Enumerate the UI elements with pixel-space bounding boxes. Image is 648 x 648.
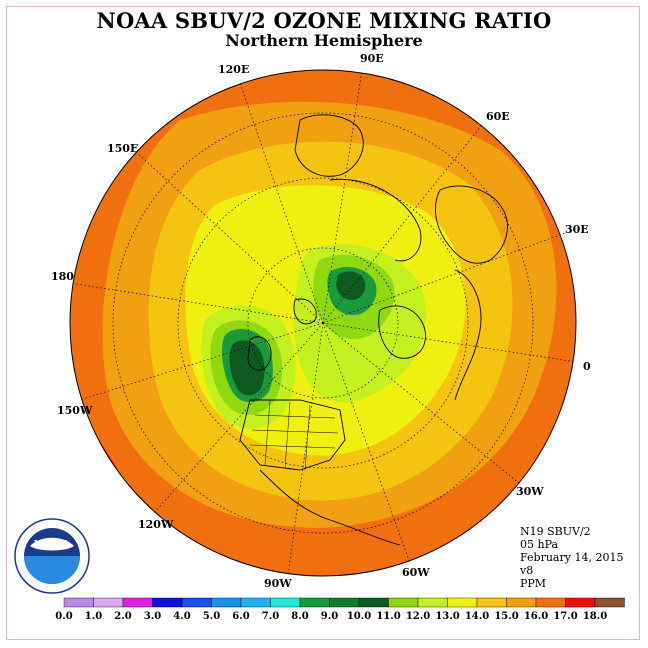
colorbar-swatch: [63, 597, 94, 608]
colorbar-tick-label: 2.0: [114, 611, 131, 622]
colorbar-swatch: [181, 597, 212, 608]
colorbar-tick-label: 13.0: [435, 611, 459, 622]
colorbar-tick-label: 11.0: [376, 611, 400, 622]
state-borders: [249, 399, 339, 471]
lon-label: 60W: [402, 566, 430, 579]
colorbar-tick-label: 17.0: [553, 611, 577, 622]
lon-label: 120E: [218, 63, 249, 76]
svg-text:NOAA: NOAA: [34, 538, 71, 551]
lon-label: 150E: [107, 142, 138, 155]
colorbar-tick-label: 14.0: [465, 611, 489, 622]
version-label: v8: [520, 564, 534, 577]
colorbar-swatch: [447, 597, 478, 608]
colorbar: 0.0 1.0 2.0 3.0 4.0 5.0 6.0 7.0 8.0 9.0 10.0 11.0 12…: [55, 597, 625, 622]
colorbar-tick-label: 15.0: [494, 611, 518, 622]
lon-label: 180: [51, 270, 74, 283]
colorbar-swatch: [240, 597, 271, 608]
lon-label: 0: [583, 360, 591, 373]
ozone-field: [70, 70, 576, 576]
colorbar-swatch: [506, 597, 537, 608]
colorbar-swatch: [565, 597, 596, 608]
colorbar-swatch: [270, 597, 301, 608]
lon-label: 30W: [516, 485, 544, 498]
colorbar-tick-label: 3.0: [144, 611, 161, 622]
lon-label: 30E: [565, 223, 589, 236]
level-label: 05 hPa: [520, 538, 559, 551]
colorbar-tick-label: 0.0: [55, 611, 72, 622]
info-panel: N19 SBUV/2 05 hPa February 14, 2015 v8 P…: [520, 525, 623, 590]
colorbar-swatch: [329, 597, 360, 608]
colorbar-swatch: [594, 597, 625, 608]
colorbar-tick-label: 18.0: [583, 611, 607, 622]
colorbar-tick-label: 6.0: [232, 611, 249, 622]
colorbar-swatch: [476, 597, 507, 608]
colorbar-swatch: [417, 597, 448, 608]
coastlines: [239, 114, 508, 546]
colorbar-tick-label: 7.0: [262, 611, 279, 622]
date-label: February 14, 2015: [520, 551, 624, 564]
colorbar-tick-label: 8.0: [291, 611, 308, 622]
colorbar-swatch: [299, 597, 330, 608]
figure-frame: [6, 6, 640, 640]
colorbar-tick-label: 9.0: [321, 611, 338, 622]
colorbar-tick-label: 16.0: [524, 611, 548, 622]
map-boundary: [69, 69, 577, 577]
colorbar-swatch: [388, 597, 419, 608]
lon-label: 90W: [264, 577, 292, 590]
colorbar-swatch: [93, 597, 124, 608]
satellite-label: N19 SBUV/2: [520, 525, 591, 538]
colorbar-tick-label: 4.0: [173, 611, 190, 622]
colorbar-tick-label: 5.0: [203, 611, 220, 622]
map-subtitle: Northern Hemisphere: [225, 31, 423, 50]
colorbar-tick-label: 10.0: [347, 611, 371, 622]
colorbar-swatch: [535, 597, 566, 608]
colorbar-swatch: [122, 597, 153, 608]
colorbar-swatch: [358, 597, 389, 608]
map-title: NOAA SBUV/2 OZONE MIXING RATIO: [96, 8, 552, 33]
colorbar-swatch: [152, 597, 183, 608]
noaa-logo: NOAA: [14, 518, 90, 594]
units-label: PPM: [520, 577, 547, 590]
colorbar-tick-label: 1.0: [85, 611, 102, 622]
lon-label: 90E: [360, 52, 384, 65]
colorbar-swatch: [211, 597, 242, 608]
longitude-labels: 90E 60E 30E 0 30W 60W 90W 120W 150W 180 …: [51, 52, 591, 590]
lon-label: 60E: [486, 110, 510, 123]
graticule: [69, 69, 577, 576]
lon-label: 150W: [57, 404, 93, 417]
colorbar-tick-label: 12.0: [406, 611, 430, 622]
lon-label: 120W: [138, 518, 174, 531]
